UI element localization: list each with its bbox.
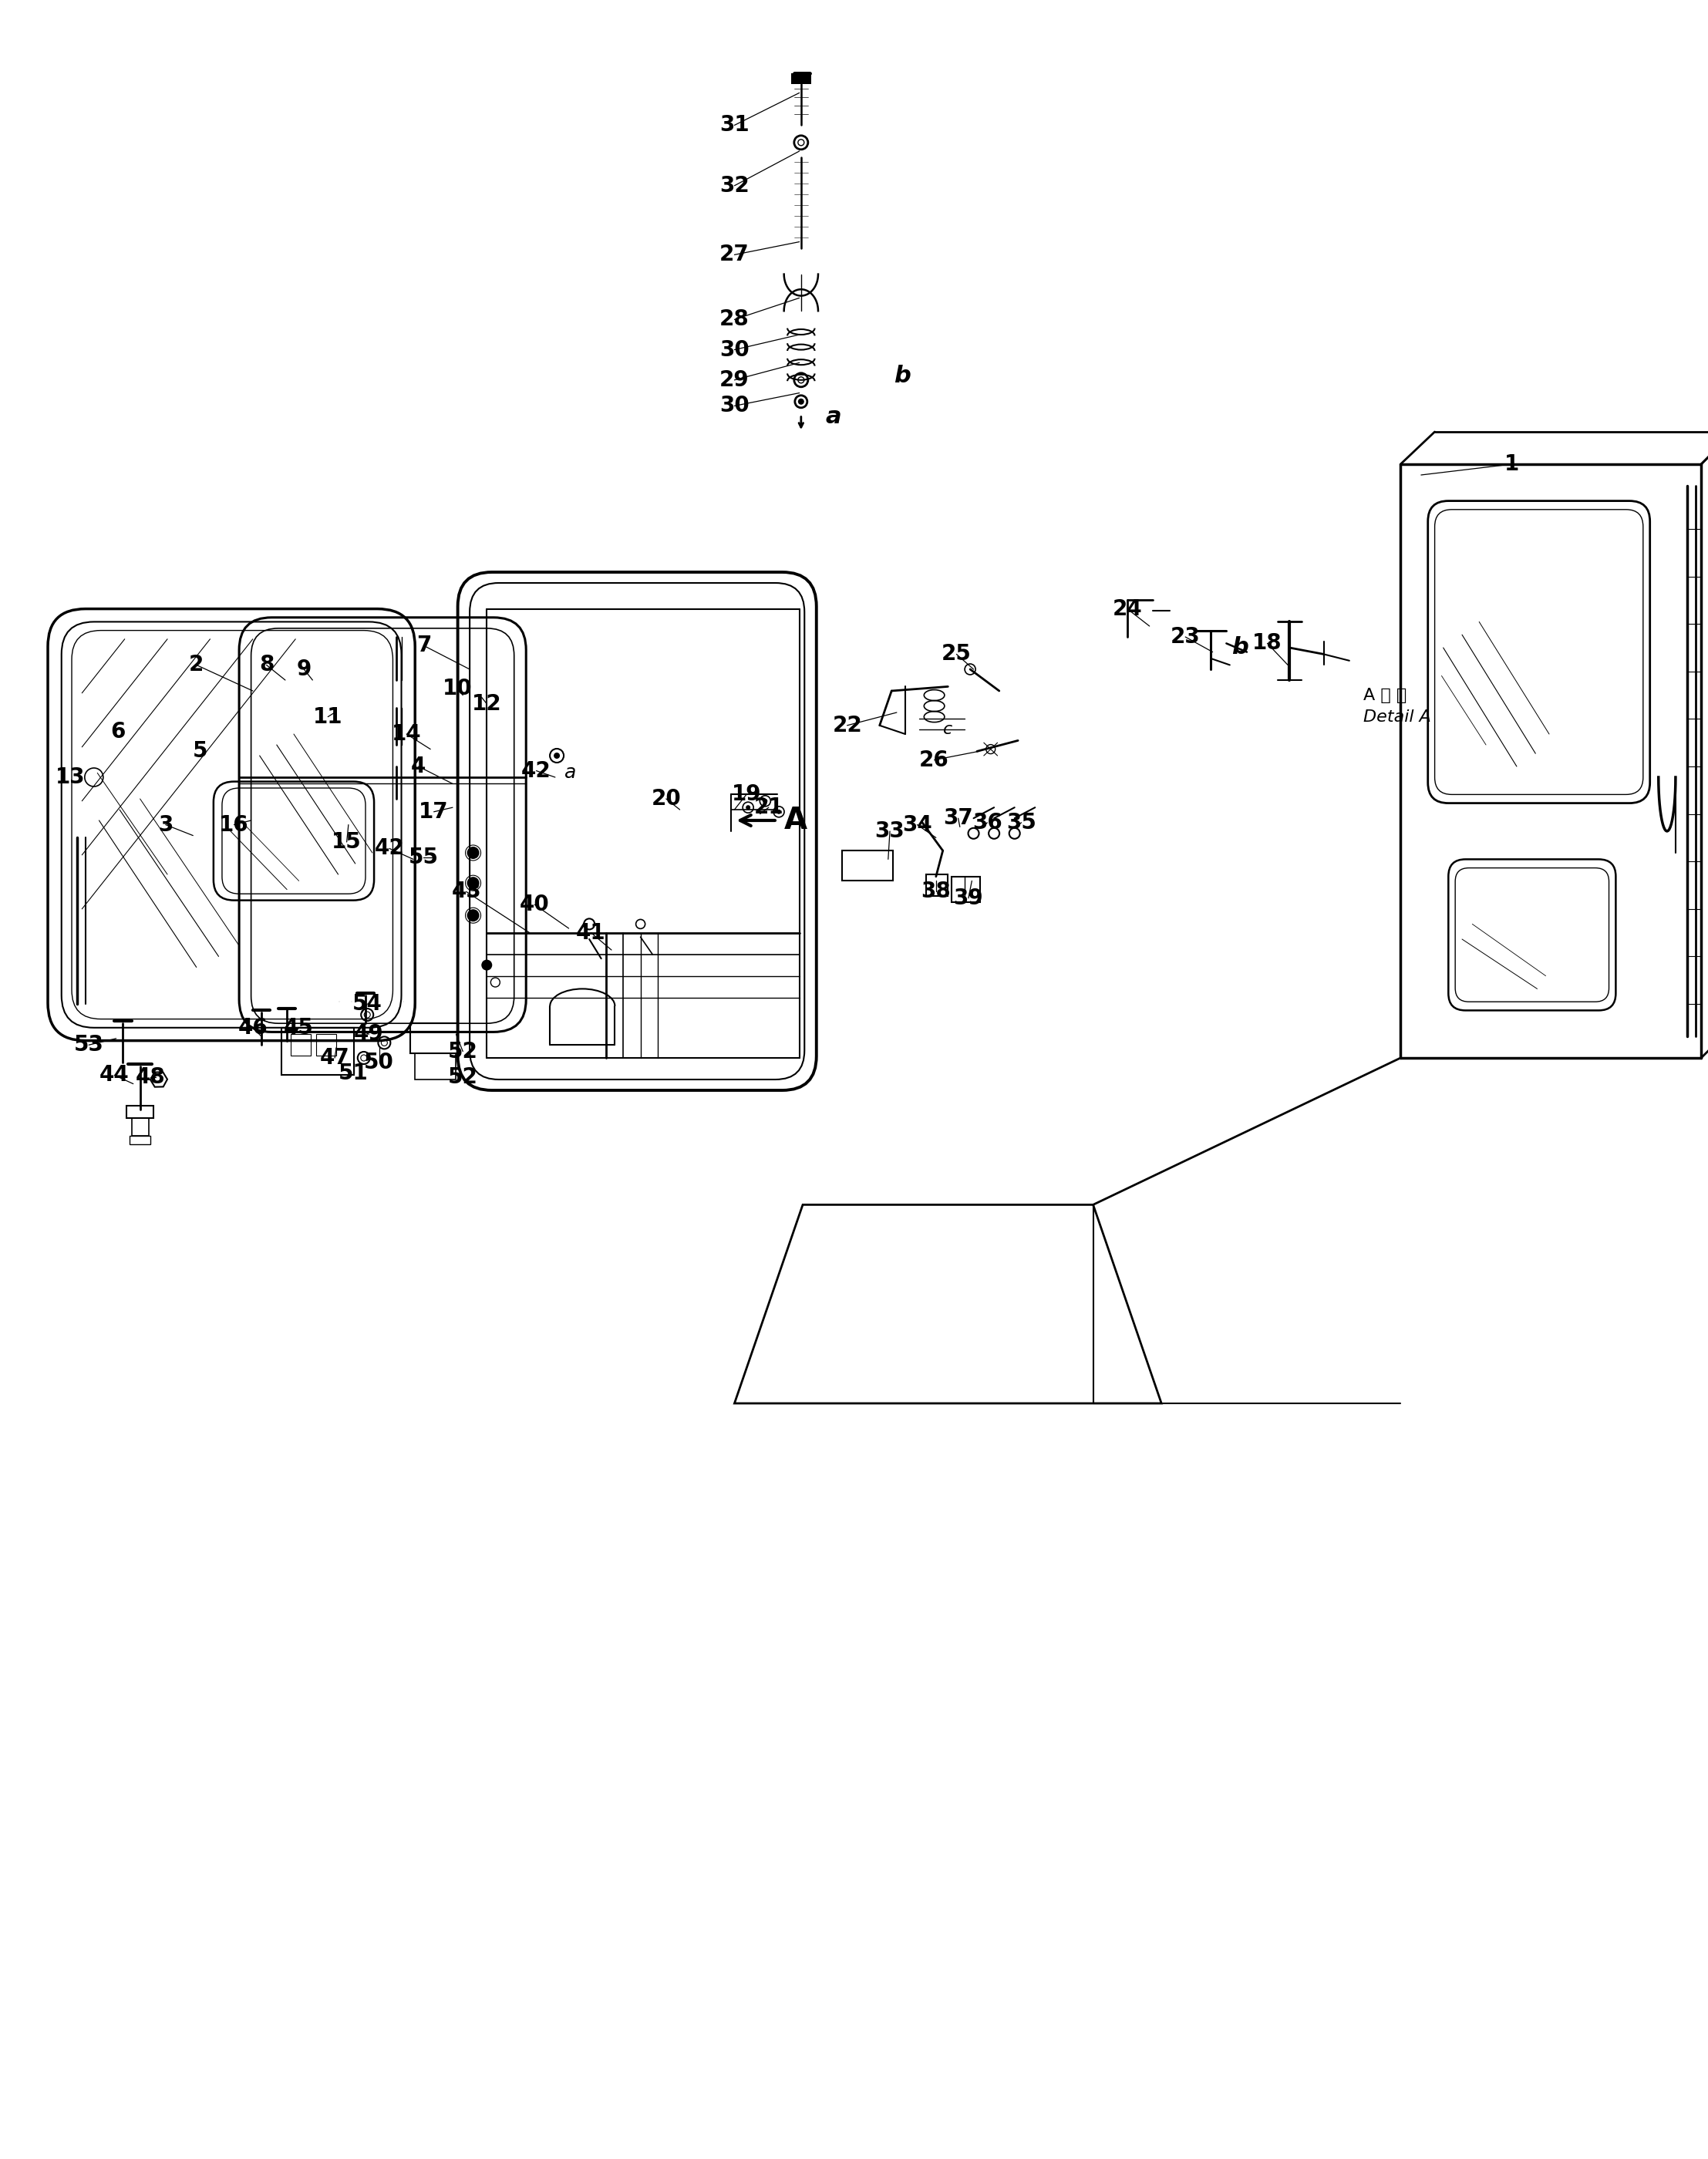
Circle shape (466, 877, 480, 890)
Text: 11: 11 (313, 706, 343, 728)
Text: 37: 37 (943, 807, 974, 829)
Text: 43: 43 (451, 881, 482, 902)
Bar (410, 1023, 458, 1054)
Text: 2: 2 (190, 654, 203, 676)
Text: 20: 20 (651, 788, 681, 810)
Text: 17: 17 (418, 801, 449, 823)
Text: 1: 1 (1505, 453, 1518, 475)
Text: 36: 36 (972, 812, 1003, 833)
Text: 4: 4 (412, 756, 425, 777)
Bar (926, 874, 948, 896)
Text: c: c (943, 721, 953, 738)
Text: 26: 26 (919, 749, 950, 771)
Text: 27: 27 (719, 244, 750, 266)
Bar (290, 1034, 311, 1056)
Text: 35: 35 (1006, 812, 1037, 833)
Text: 12: 12 (471, 693, 502, 715)
Bar (415, 1054, 456, 1080)
Text: A 詳 細: A 詳 細 (1363, 687, 1406, 704)
Text: 24: 24 (1112, 598, 1143, 620)
Text: 10: 10 (442, 678, 473, 700)
Text: 25: 25 (941, 643, 972, 665)
Text: 16: 16 (219, 814, 249, 836)
Text: 53: 53 (73, 1034, 104, 1056)
Circle shape (746, 805, 750, 810)
Text: 49: 49 (354, 1023, 384, 1045)
Text: 28: 28 (719, 309, 750, 330)
Text: 54: 54 (352, 993, 383, 1015)
Text: 13: 13 (55, 766, 85, 788)
Text: 40: 40 (519, 894, 550, 915)
Circle shape (553, 753, 560, 758)
Circle shape (777, 810, 781, 814)
Text: 3: 3 (159, 814, 173, 836)
Text: 52: 52 (447, 1041, 478, 1062)
Text: 32: 32 (719, 175, 750, 196)
Text: 7: 7 (417, 635, 430, 656)
Text: Detail A: Detail A (1363, 708, 1431, 725)
Text: 47: 47 (319, 1047, 350, 1069)
Bar (316, 1034, 336, 1056)
Bar (130, 1136, 150, 1144)
Text: 29: 29 (719, 369, 750, 391)
Text: 34: 34 (902, 814, 933, 836)
Circle shape (482, 959, 492, 972)
Text: 22: 22 (832, 715, 863, 736)
Text: 33: 33 (874, 820, 905, 842)
Text: 9: 9 (297, 658, 311, 680)
Text: a: a (825, 406, 842, 427)
Text: 14: 14 (391, 723, 422, 745)
Circle shape (763, 799, 767, 803)
Bar (951, 877, 980, 902)
Text: 19: 19 (731, 784, 762, 805)
Bar (791, 73, 811, 84)
Text: A: A (784, 805, 808, 836)
Text: 8: 8 (260, 654, 273, 676)
Text: b: b (1231, 637, 1249, 658)
Circle shape (466, 846, 480, 859)
Text: 55: 55 (408, 846, 439, 868)
Text: 48: 48 (135, 1067, 166, 1088)
Text: 45: 45 (284, 1017, 314, 1038)
Text: 21: 21 (753, 797, 784, 818)
Text: 42: 42 (374, 838, 405, 859)
Text: 50: 50 (364, 1051, 395, 1073)
Text: 52: 52 (447, 1067, 478, 1088)
Circle shape (466, 909, 480, 922)
Text: 44: 44 (99, 1064, 130, 1086)
Text: a: a (565, 764, 576, 782)
Text: b: b (893, 365, 910, 386)
Text: 30: 30 (719, 395, 750, 417)
Text: 46: 46 (237, 1017, 268, 1038)
Bar (842, 851, 893, 881)
Circle shape (798, 399, 804, 404)
Text: 41: 41 (576, 922, 606, 943)
Bar (126, 1105, 154, 1118)
Text: 39: 39 (953, 887, 984, 909)
Text: 31: 31 (719, 114, 750, 136)
Text: 15: 15 (331, 831, 362, 853)
Bar (132, 1118, 149, 1136)
Text: 6: 6 (111, 721, 125, 743)
Text: 38: 38 (921, 881, 951, 902)
Text: 51: 51 (338, 1062, 369, 1084)
Text: 23: 23 (1170, 626, 1201, 648)
Text: 5: 5 (193, 741, 207, 762)
Text: 18: 18 (1252, 633, 1283, 654)
Text: 42: 42 (521, 760, 552, 782)
Text: 30: 30 (719, 339, 750, 361)
Bar (282, 1028, 354, 1075)
